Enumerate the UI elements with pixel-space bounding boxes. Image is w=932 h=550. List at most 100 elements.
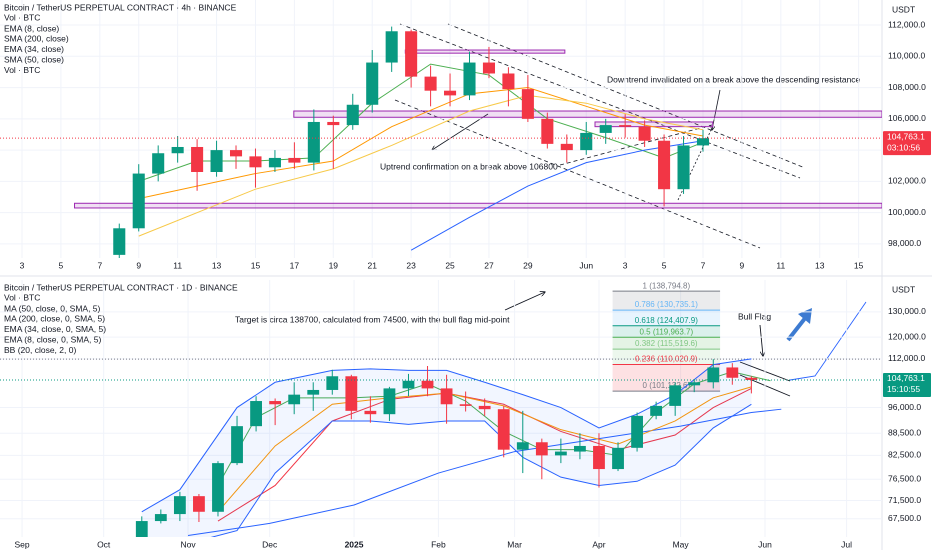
arrow xyxy=(504,292,545,311)
candle-body xyxy=(421,380,434,389)
x-tick-label: 11 xyxy=(173,260,182,270)
x-tick-label: 5 xyxy=(59,260,64,270)
candle-body xyxy=(440,388,453,405)
y-tick-label: 130,000.0 xyxy=(888,306,926,316)
last-price-label: 104,763.1 xyxy=(887,373,925,383)
candle-body xyxy=(463,62,476,96)
plot-area: 1 (138,794.8) 0.786 (130,735.1) 0.618 (124… xyxy=(0,280,882,537)
indicator-line xyxy=(410,140,704,251)
legend-entry: EMA (34, close) xyxy=(4,44,64,54)
fib-band xyxy=(612,325,721,338)
legend-entry: MA (200, close, 0, SMA, 5) xyxy=(4,314,105,324)
x-tick-label: 3 xyxy=(20,260,25,270)
x-tick-label: 3 xyxy=(623,260,628,270)
candle-body xyxy=(191,146,204,172)
candle-body xyxy=(593,445,605,470)
projection-path xyxy=(789,301,867,381)
legend-entry: Vol · BTC xyxy=(4,65,40,75)
y-tick-label: 96,000.0 xyxy=(888,402,921,412)
plot-area xyxy=(0,0,882,258)
x-tick-label: Oct xyxy=(97,539,111,549)
arrow xyxy=(712,89,721,130)
candle-body xyxy=(346,104,359,126)
x-tick-label: 27 xyxy=(484,260,494,270)
candle-body xyxy=(383,388,396,415)
y-tick-label: 88,500.0 xyxy=(888,427,921,437)
legend-entry: EMA (8, close, 0, SMA, 5) xyxy=(4,334,101,344)
x-tick-label: May xyxy=(673,539,690,549)
candle-body xyxy=(560,143,573,151)
y-tick-label: 76,500.0 xyxy=(888,473,921,483)
x-tick-label: 23 xyxy=(406,260,416,270)
x-tick-label: Jun xyxy=(758,539,772,549)
x-tick-label: Jul xyxy=(841,539,852,549)
legend-entry: EMA (8, close) xyxy=(4,23,59,33)
x-tick-label: Feb xyxy=(431,539,446,549)
x-tick-label: 9 xyxy=(136,260,141,270)
arrow xyxy=(759,324,763,356)
candle-body xyxy=(288,157,301,163)
y-tick-label: 108,000.0 xyxy=(888,82,926,92)
zone xyxy=(594,121,714,128)
indicator-line xyxy=(138,94,704,237)
fib-band xyxy=(612,310,721,326)
candle-body xyxy=(478,405,491,410)
channel-support xyxy=(394,99,761,249)
indicator-line xyxy=(187,408,782,537)
candle-body xyxy=(269,401,282,405)
candle-body xyxy=(631,415,643,448)
y-tick-label: 71,500.0 xyxy=(888,495,921,505)
zone xyxy=(404,49,566,54)
x-tick-label: 25 xyxy=(445,260,455,270)
candle-body xyxy=(696,138,710,146)
candle-body xyxy=(516,442,529,450)
candle-body xyxy=(521,89,534,119)
candle-body xyxy=(726,367,739,378)
y-tick-label: 98,000.0 xyxy=(888,238,921,248)
chart-title: Bitcoin / TetherUS PERPETUAL CONTRACT · … xyxy=(4,282,238,292)
candle-body xyxy=(502,73,515,90)
x-tick-label: Dec xyxy=(262,539,278,549)
target-arrow xyxy=(786,315,808,342)
candle-body xyxy=(366,62,379,105)
candle-body xyxy=(327,121,340,126)
candle-body xyxy=(132,173,145,229)
x-tick-label: Apr xyxy=(592,539,605,549)
x-tick-label: 15 xyxy=(854,260,864,270)
arrow xyxy=(432,113,489,150)
legend-entry: BB (20, close, 2, 0) xyxy=(4,345,76,355)
x-tick-label: 9 xyxy=(740,260,745,270)
x-tick-label: 29 xyxy=(523,260,533,270)
rising-support xyxy=(559,124,713,166)
candle-body xyxy=(173,496,186,515)
legend-entry: Vol · BTC xyxy=(4,13,40,23)
annotation: Target is circa 138700, calculated from … xyxy=(235,314,510,324)
candle-body xyxy=(688,382,701,386)
legend-entry: SMA (200, close) xyxy=(4,34,69,44)
candle-body xyxy=(535,442,548,456)
y-tick-label: 112,000.0 xyxy=(888,353,925,363)
x-tick-label: Jun xyxy=(579,260,593,270)
candle-body xyxy=(135,521,148,537)
chart-title: Bitcoin / TetherUS PERPETUAL CONTRACT · … xyxy=(4,2,237,12)
fib-band xyxy=(612,349,721,365)
x-tick-label: Sep xyxy=(14,539,29,549)
legend-entry: EMA (34, close, 0, SMA, 5) xyxy=(4,324,106,334)
last-price-box xyxy=(883,131,931,156)
candle-body xyxy=(250,401,262,427)
fib-band xyxy=(612,291,721,311)
countdown: 15:10:55 xyxy=(887,384,920,394)
candle-body xyxy=(497,409,510,450)
fib-band xyxy=(612,364,721,392)
candle-body xyxy=(482,62,495,74)
annotation: Downtrend invalidated on a break above t… xyxy=(607,74,861,84)
candle-body xyxy=(231,426,243,464)
y-tick-label: 102,000.0 xyxy=(888,176,926,186)
fib-label: 0.618 (124,407.9) xyxy=(635,316,698,325)
candle-body xyxy=(210,150,223,172)
x-tick-label: 15 xyxy=(251,260,261,270)
candle-body xyxy=(364,410,377,415)
legend-entry: Vol · BTC xyxy=(4,293,40,303)
fib-label: 0.786 (130,735.1) xyxy=(635,300,698,309)
y-tick-label: 82,500.0 xyxy=(888,450,921,460)
